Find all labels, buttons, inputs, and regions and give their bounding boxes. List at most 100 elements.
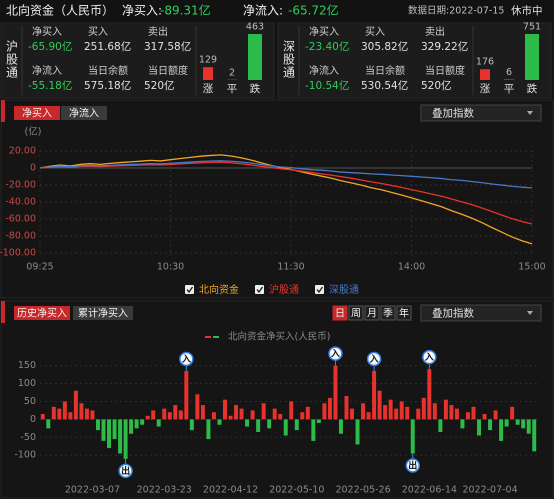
stat-value: 530.54亿 — [361, 79, 408, 92]
bar — [118, 419, 123, 454]
breadth-count: 129 — [199, 55, 217, 66]
bar — [211, 412, 216, 420]
y-tick-label: 0 — [30, 414, 36, 425]
tab[interactable] — [61, 106, 107, 120]
bar — [399, 401, 404, 420]
period-button[interactable] — [348, 305, 364, 321]
market-status: 休市中 — [511, 4, 543, 17]
series-line — [39, 160, 533, 189]
period-button[interactable] — [332, 305, 348, 321]
net-inflow-label: 净流入: — [243, 4, 283, 18]
overlay-label[interactable]: 叠加指数 — [432, 107, 474, 120]
bar — [526, 419, 531, 434]
bar — [217, 419, 222, 425]
overlay-dropdown[interactable] — [420, 304, 542, 322]
bar — [46, 419, 51, 429]
net-buy-label: 净买入: — [122, 4, 162, 18]
stat-label: 买入 — [88, 26, 108, 38]
period-label[interactable]: 月 — [367, 308, 377, 320]
bar — [410, 419, 415, 454]
header-title: 北向资金（人民币） — [6, 3, 114, 18]
stat-label: 当日额度 — [425, 64, 465, 77]
period-button[interactable] — [364, 305, 380, 321]
y-tick-label: -100 — [14, 450, 36, 461]
bar — [443, 399, 448, 420]
breadth-count: 751 — [523, 22, 541, 33]
x-tick-label: 2022-04-12 — [203, 485, 258, 496]
period-label[interactable]: 日 — [335, 309, 345, 320]
breadth-label: 涨 — [480, 83, 491, 95]
dropdown-arrow — [527, 311, 533, 315]
bar — [151, 410, 156, 420]
bar — [228, 415, 233, 420]
bar — [300, 412, 305, 420]
tab[interactable] — [14, 106, 60, 120]
legend-checkbox[interactable] — [185, 285, 194, 294]
breadth-count: 2 — [229, 67, 235, 78]
breadth-bar — [203, 67, 213, 80]
stat-label: 卖出 — [148, 25, 168, 38]
bar — [344, 396, 349, 420]
bar — [499, 419, 504, 441]
stat-label: 净流入 — [309, 64, 339, 77]
breadth-bar — [248, 34, 262, 80]
overlay-dropdown[interactable] — [420, 104, 542, 122]
bar — [107, 419, 112, 449]
x-tick-label: 2022-03-23 — [137, 485, 192, 496]
overlay-label[interactable]: 叠加指数 — [432, 307, 474, 320]
tab[interactable] — [73, 306, 133, 320]
bar — [200, 405, 205, 420]
bar — [394, 408, 399, 420]
panel-bg — [277, 22, 552, 99]
period-label[interactable]: 年 — [399, 307, 409, 320]
flag-label: 入 — [369, 354, 379, 365]
breadth-label: 跌 — [527, 82, 538, 95]
bar — [493, 410, 498, 420]
y-unit: (亿) — [25, 126, 42, 138]
breadth-count: 176 — [476, 57, 494, 68]
bar — [261, 403, 266, 420]
breadth-label: 平 — [227, 83, 238, 95]
flag-badge — [405, 458, 420, 473]
tab-label[interactable]: 净买入 — [22, 107, 52, 120]
tab-label[interactable]: 净流入 — [69, 107, 99, 120]
bar — [156, 419, 161, 427]
x-tick-label: 2022-03-07 — [65, 485, 120, 496]
stat-value: -10.54亿 — [305, 79, 349, 92]
period-label[interactable]: 季 — [383, 308, 393, 320]
legend-checkbox[interactable] — [255, 285, 264, 294]
stat-label: 当日余额 — [88, 64, 128, 77]
legend-label[interactable]: 沪股通 — [269, 283, 299, 296]
period-button[interactable] — [380, 305, 396, 321]
bar — [488, 419, 493, 431]
series-line — [39, 154, 533, 245]
bar — [250, 410, 255, 420]
panel-name: 深股通 — [282, 40, 296, 79]
bar — [421, 397, 426, 420]
tab-label[interactable]: 累计净买入 — [78, 307, 128, 320]
bar — [388, 399, 393, 420]
bar — [289, 401, 294, 420]
tab[interactable] — [14, 306, 70, 320]
bar — [272, 408, 277, 420]
legend-label[interactable]: 深股通 — [329, 284, 359, 296]
tab-label[interactable]: 历史净买入 — [17, 307, 67, 320]
y-tick-label: -100.00 — [0, 248, 36, 259]
legend-checkbox[interactable] — [315, 285, 324, 294]
period-label[interactable]: 周 — [351, 308, 361, 320]
stat-value: -23.40亿 — [305, 40, 349, 53]
stat-value: -65.90亿 — [28, 40, 72, 53]
x-tick-label: 10:30 — [157, 262, 184, 273]
legend-check — [316, 286, 324, 294]
period-button[interactable] — [396, 305, 412, 321]
x-tick-label: 2022-05-10 — [269, 485, 324, 496]
y-tick-label: 150 — [18, 360, 36, 371]
series-line — [39, 161, 533, 225]
flag-label: 入 — [330, 349, 340, 360]
legend-label[interactable]: 北向资金 — [199, 283, 239, 296]
bar — [465, 412, 470, 420]
stat-label: 净买入 — [309, 25, 339, 38]
bar — [338, 419, 343, 434]
bar — [532, 419, 537, 452]
dropdown-arrow — [527, 111, 533, 115]
